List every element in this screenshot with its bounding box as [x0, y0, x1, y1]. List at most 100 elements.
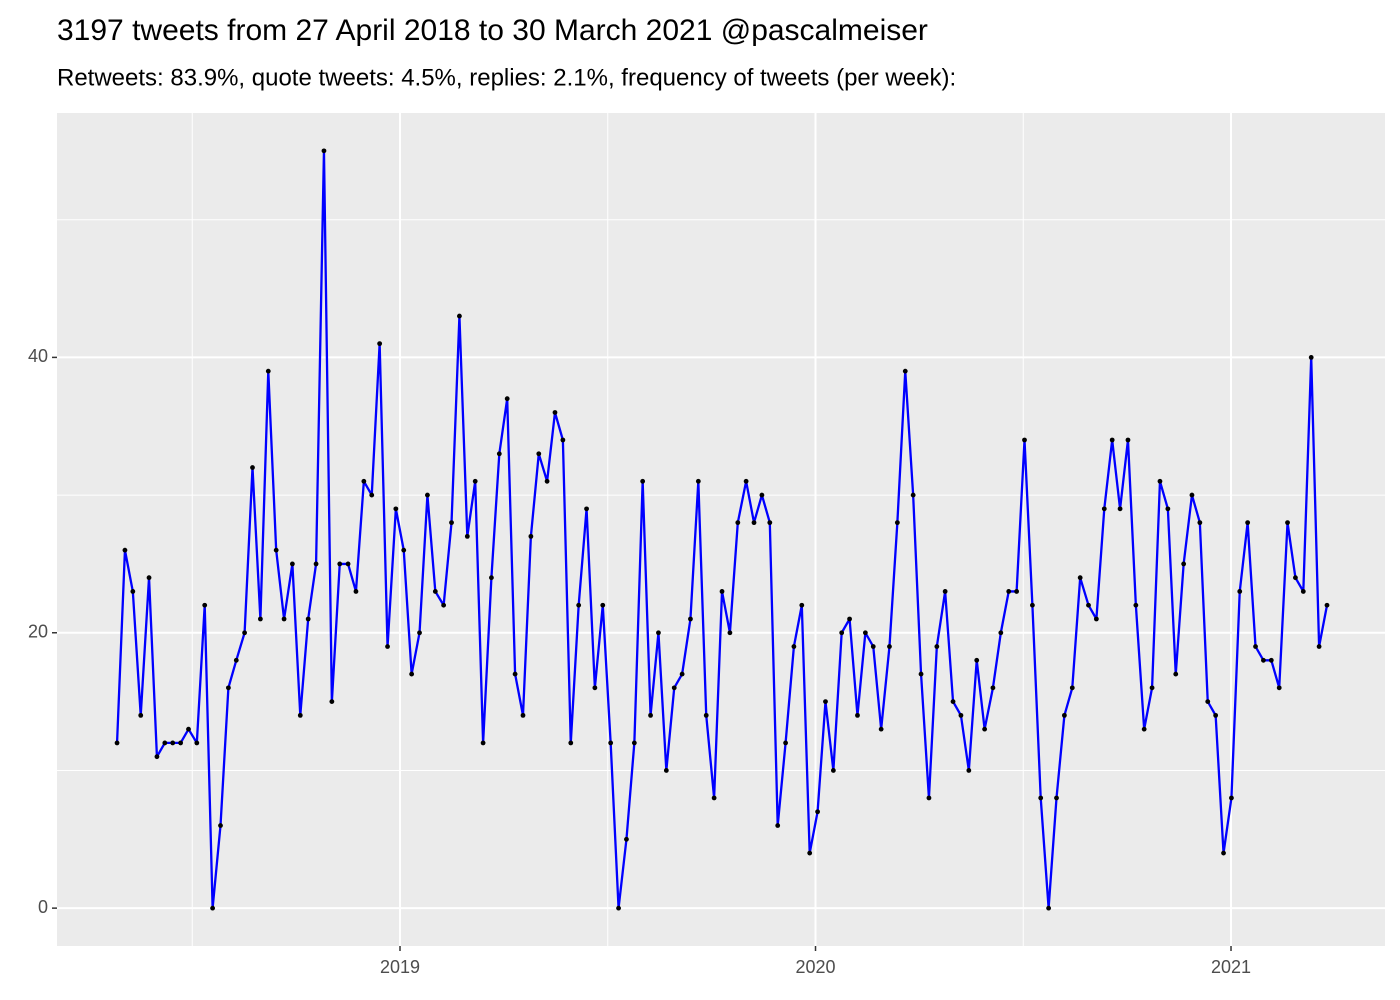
data-point — [663, 768, 669, 773]
data-point — [1133, 602, 1139, 608]
data-point — [194, 740, 200, 746]
data-point — [257, 616, 263, 622]
data-point — [1069, 685, 1075, 691]
data-point — [791, 644, 797, 649]
y-tick-label: 0 — [38, 897, 48, 917]
data-point — [584, 506, 589, 512]
data-point — [775, 823, 781, 828]
data-point — [974, 657, 980, 663]
data-point — [688, 616, 693, 622]
data-point — [369, 492, 375, 498]
data-point — [1308, 354, 1314, 360]
data-point — [679, 671, 685, 677]
data-point — [934, 644, 940, 649]
data-point — [608, 740, 614, 746]
data-point — [703, 712, 709, 718]
x-tick-label: 2020 — [795, 957, 835, 977]
data-point — [656, 630, 661, 636]
data-point — [472, 478, 478, 484]
x-tick-label: 2021 — [1211, 957, 1251, 977]
data-point — [1014, 589, 1020, 594]
data-point — [942, 589, 948, 594]
data-point — [130, 589, 136, 594]
data-point — [464, 533, 470, 539]
data-point — [751, 520, 757, 526]
data-point — [457, 313, 462, 319]
data-point — [178, 740, 184, 746]
data-point — [265, 368, 271, 374]
data-point — [616, 905, 621, 911]
data-point — [783, 740, 788, 746]
data-point — [990, 685, 996, 691]
data-point — [855, 712, 860, 718]
data-point — [735, 520, 741, 526]
data-point — [449, 520, 454, 526]
data-point — [337, 561, 343, 567]
chart-title: 3197 tweets from 27 April 2018 to 30 Mar… — [57, 14, 928, 47]
data-point — [568, 740, 574, 746]
data-point — [297, 712, 303, 718]
data-point — [902, 368, 908, 374]
data-point — [202, 602, 208, 608]
data-point — [1061, 712, 1067, 718]
data-point — [1165, 506, 1171, 512]
data-point — [281, 616, 287, 622]
data-point — [815, 809, 820, 815]
data-point — [839, 630, 845, 636]
data-point — [1125, 437, 1131, 443]
data-point — [1077, 575, 1083, 581]
data-point — [409, 671, 415, 677]
data-point — [727, 630, 733, 636]
data-point — [345, 561, 351, 567]
data-point — [1221, 850, 1226, 856]
data-point — [329, 699, 335, 705]
data-point — [528, 533, 534, 539]
data-point — [1101, 506, 1107, 512]
data-point — [592, 685, 598, 691]
data-point — [878, 726, 884, 732]
data-point — [242, 630, 248, 636]
data-point — [154, 754, 160, 760]
data-point — [218, 823, 223, 828]
data-point — [401, 547, 407, 553]
data-point — [998, 630, 1004, 636]
data-point — [1093, 616, 1099, 622]
data-point — [1300, 589, 1306, 594]
data-point — [631, 740, 637, 746]
data-point — [887, 644, 892, 649]
data-point — [496, 451, 502, 457]
data-point — [162, 740, 168, 746]
data-point — [982, 726, 988, 732]
data-point — [146, 575, 152, 581]
data-point — [966, 768, 972, 773]
data-point — [870, 644, 876, 649]
data-point — [489, 575, 494, 581]
data-point — [910, 492, 916, 498]
data-point — [305, 616, 311, 622]
data-point — [512, 671, 518, 677]
data-point — [1324, 602, 1330, 608]
data-point — [767, 520, 773, 526]
data-point — [1149, 685, 1155, 691]
data-point — [1276, 685, 1282, 691]
data-point — [719, 589, 725, 594]
data-point — [640, 478, 646, 484]
data-point — [1181, 561, 1187, 567]
data-point — [1229, 795, 1234, 801]
data-point — [432, 589, 438, 594]
panel — [57, 113, 1385, 946]
data-point — [926, 795, 932, 801]
data-point — [480, 740, 486, 746]
data-point — [624, 836, 629, 842]
data-point — [807, 850, 813, 856]
data-point — [950, 699, 956, 705]
data-point — [544, 478, 550, 484]
data-point — [695, 478, 701, 484]
data-point — [759, 492, 765, 498]
data-point — [361, 478, 367, 484]
data-point — [1054, 795, 1059, 801]
data-point — [425, 492, 430, 498]
data-point — [600, 602, 606, 608]
